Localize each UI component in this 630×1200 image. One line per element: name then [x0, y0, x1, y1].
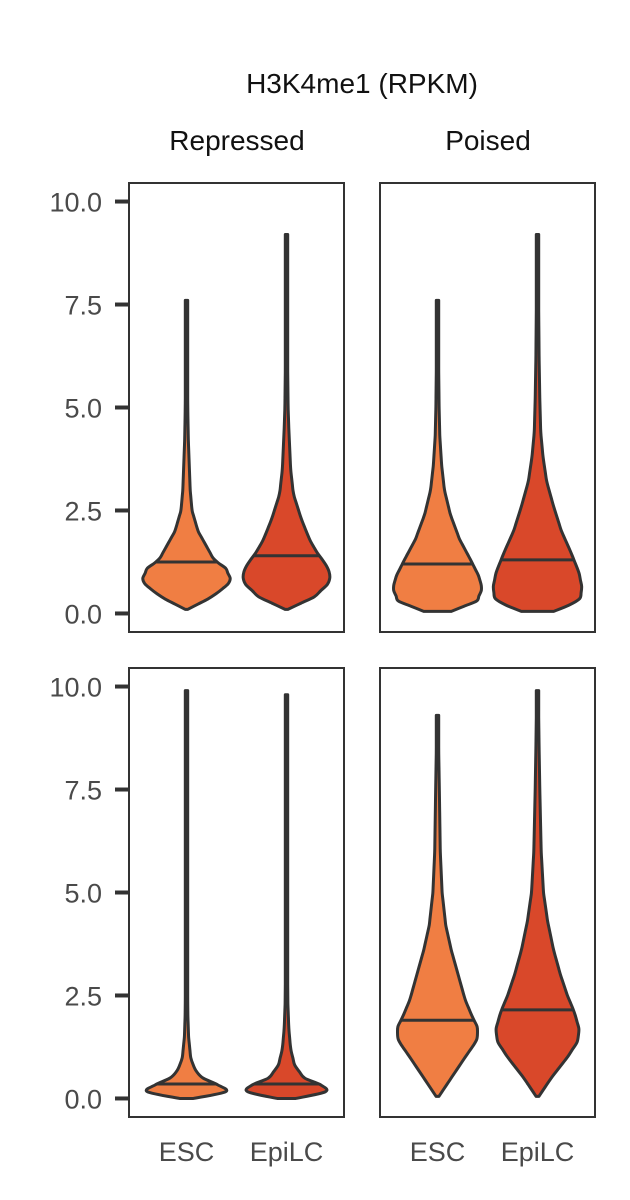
violin-esc-1-1 [395, 713, 480, 1098]
violin-epilc-0-0 [241, 232, 332, 611]
panel-0-1 [379, 182, 596, 633]
y-tick-label: 5.0 [64, 394, 102, 424]
y-tick-label: 7.5 [64, 776, 102, 806]
violin-epilc-0-1 [491, 232, 584, 613]
x-tick-label-epilc: EpiLC [250, 1137, 324, 1167]
y-tick-label: 5.0 [64, 879, 102, 909]
panel-1-1 [379, 667, 596, 1118]
y-tick-label: 0.0 [64, 1084, 102, 1114]
column-header-poised: Poised [445, 125, 531, 156]
y-tick-label: 10.0 [49, 188, 102, 218]
violin-epilc-1-0 [244, 693, 329, 1100]
x-tick-label-epilc: EpiLC [501, 1137, 575, 1167]
panels-layer [128, 182, 596, 1118]
panel-1-0 [128, 667, 345, 1118]
x-tick-label-esc: ESC [410, 1137, 466, 1167]
axes-layer: 0.0 2.5 5.0 7.5 10.0 0.0 2.5 5.0 7.5 10.0 ESC EpiLC… [49, 188, 574, 1167]
violin-esc-0-1 [392, 298, 483, 613]
y-tick-label: 2.5 [64, 981, 102, 1011]
panel-frame [128, 667, 345, 1118]
panel-frame [379, 182, 596, 633]
y-tick-label: 2.5 [64, 496, 102, 526]
violin-epilc-1-1 [494, 689, 581, 1098]
x-tick-label-esc: ESC [159, 1137, 215, 1167]
panel-frame [379, 667, 596, 1118]
violin-esc-0-0 [141, 298, 232, 611]
violin-esc-1-0 [144, 689, 229, 1100]
chart-title: H3K4me1 (RPKM) [246, 68, 478, 99]
y-tick-label: 7.5 [64, 291, 102, 321]
y-tick-label: 0.0 [64, 599, 102, 629]
column-header-repressed: Repressed [169, 125, 304, 156]
y-tick-label: 10.0 [49, 673, 102, 703]
panel-0-0 [128, 182, 345, 633]
